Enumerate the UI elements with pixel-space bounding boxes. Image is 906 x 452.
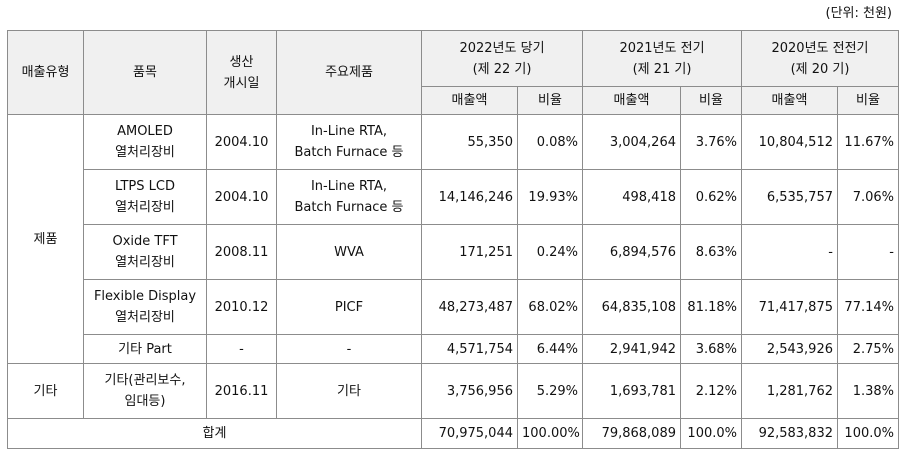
- row-sales-2022: 3,756,956: [421, 363, 518, 419]
- row-ratio-2020: -: [837, 224, 899, 280]
- row-sales-2020: 10,804,512: [741, 114, 838, 170]
- total-ratio-2022: 100.00%: [517, 418, 583, 449]
- row-ratio-2022: 0.08%: [517, 114, 583, 170]
- row-sales-2021: 3,004,264: [582, 114, 681, 170]
- total-sales-2022: 70,975,044: [421, 418, 518, 449]
- row-products: WVA: [276, 224, 422, 280]
- total-row: 합계 70,975,044 100.00% 79,868,089 100.0% …: [7, 418, 899, 449]
- row-ratio-2020: 11.67%: [837, 114, 899, 170]
- row-item: Flexible Display 열처리장비: [83, 279, 207, 335]
- row-sales-2022: 14,146,246: [421, 169, 518, 225]
- row-sales-2020: -: [741, 224, 838, 280]
- row-sales-2022: 48,273,487: [421, 279, 518, 335]
- row-sales-2021: 498,418: [582, 169, 681, 225]
- row-ratio-2021: 2.12%: [680, 363, 742, 419]
- row-sales-2021: 64,835,108: [582, 279, 681, 335]
- row-products: In-Line RTA, Batch Furnace 등: [276, 114, 422, 170]
- row-date: -: [206, 334, 277, 364]
- header-sales-2021: 매출액: [582, 86, 681, 115]
- header-sales-2020: 매출액: [741, 86, 838, 115]
- row-date: 2004.10: [206, 114, 277, 170]
- row-ratio-2021: 8.63%: [680, 224, 742, 280]
- header-2020: 2020년도 전전기 (제 20 기): [741, 30, 899, 87]
- header-sales-2022: 매출액: [421, 86, 518, 115]
- header-ratio-2022: 비율: [517, 86, 583, 115]
- row-sales-2021: 6,894,576: [582, 224, 681, 280]
- row-ratio-2020: 77.14%: [837, 279, 899, 335]
- table-row: LTPS LCD 열처리장비 2004.10 In-Line RTA, Batch …: [8, 169, 899, 225]
- row-item: AMOLED 열처리장비: [83, 114, 207, 170]
- row-date: 2008.11: [206, 224, 277, 280]
- row-sales-2020: 71,417,875: [741, 279, 838, 335]
- row-ratio-2021: 3.76%: [680, 114, 742, 170]
- row-sales-2020: 6,535,757: [741, 169, 838, 225]
- unit-note: (단위: 천원): [825, 6, 893, 21]
- row-ratio-2022: 0.24%: [517, 224, 583, 280]
- header-2022: 2022년도 당기 (제 22 기): [421, 30, 583, 87]
- header-ratio-2020: 비율: [837, 86, 899, 115]
- row-ratio-2021: 0.62%: [680, 169, 742, 225]
- group-products: 제품: [7, 114, 84, 364]
- row-products: PICF: [276, 279, 422, 335]
- header-products: 주요제품: [276, 30, 422, 115]
- row-ratio-2022: 6.44%: [517, 334, 583, 364]
- table-row: 기타 기타(관리보수, 임대등) 2016.11 기타 3,756,956 5.2…: [7, 363, 899, 419]
- header-2021: 2021년도 전기 (제 21 기): [582, 30, 742, 87]
- total-ratio-2020: 100.0%: [837, 418, 899, 449]
- row-products: In-Line RTA, Batch Furnace 등: [276, 169, 422, 225]
- row-ratio-2020: 7.06%: [837, 169, 899, 225]
- row-sales-2022: 4,571,754: [421, 334, 518, 364]
- row-item: LTPS LCD 열처리장비: [83, 169, 207, 225]
- header-launch-line1: 생산: [229, 54, 254, 70]
- header-2022-line2: (제 22 기): [472, 61, 532, 77]
- row-sales-2021: 2,941,942: [582, 334, 681, 364]
- row-item: 기타 Part: [83, 334, 207, 364]
- row-item: 기타(관리보수, 임대등): [83, 363, 207, 419]
- table-row: 기타 Part - - 4,571,754 6.44% 2,941,942 3.…: [8, 334, 899, 364]
- row-sales-2022: 171,251: [421, 224, 518, 280]
- row-date: 2010.12: [206, 279, 277, 335]
- total-ratio-2021: 100.0%: [680, 418, 742, 449]
- header-2022-line1: 2022년도 당기: [459, 40, 545, 56]
- row-date: 2016.11: [206, 363, 277, 419]
- row-sales-2020: 2,543,926: [741, 334, 838, 364]
- header-2020-line1: 2020년도 전전기: [771, 40, 869, 56]
- row-sales-2020: 1,281,762: [741, 363, 838, 419]
- table-row: Oxide TFT 열처리장비 2008.11 WVA 171,251 0.24%…: [8, 224, 899, 280]
- total-label: 합계: [7, 418, 422, 449]
- sales-table: 매출유형 품목 생산 개시일 주요제품 2022년도 당기 (제 22 기) 2…: [7, 30, 899, 449]
- group-other: 기타: [7, 363, 84, 419]
- row-ratio-2021: 3.68%: [680, 334, 742, 364]
- header-2021-line2: (제 21 기): [632, 61, 692, 77]
- row-date: 2004.10: [206, 169, 277, 225]
- total-sales-2021: 79,868,089: [582, 418, 681, 449]
- header-type: 매출유형: [7, 30, 84, 115]
- header-launch-date: 생산 개시일: [206, 30, 277, 115]
- header-item: 품목: [83, 30, 207, 115]
- row-products: -: [276, 334, 422, 364]
- header-launch-line2: 개시일: [223, 75, 260, 91]
- header-2021-line1: 2021년도 전기: [619, 40, 705, 56]
- row-ratio-2020: 1.38%: [837, 363, 899, 419]
- row-products: 기타: [276, 363, 422, 419]
- total-sales-2020: 92,583,832: [741, 418, 838, 449]
- row-ratio-2022: 5.29%: [517, 363, 583, 419]
- row-ratio-2021: 81.18%: [680, 279, 742, 335]
- row-sales-2022: 55,350: [421, 114, 518, 170]
- row-ratio-2022: 19.93%: [517, 169, 583, 225]
- header-2020-line2: (제 20 기): [790, 61, 850, 77]
- row-item: Oxide TFT 열처리장비: [83, 224, 207, 280]
- row-ratio-2022: 68.02%: [517, 279, 583, 335]
- header-ratio-2021: 비율: [680, 86, 742, 115]
- row-ratio-2020: 2.75%: [837, 334, 899, 364]
- row-sales-2021: 1,693,781: [582, 363, 681, 419]
- table-row: Flexible Display 열처리장비 2010.12 PICF 48,27…: [8, 279, 899, 335]
- table-row: 제품 AMOLED 열처리장비 2004.10 In-Line RTA, Batch…: [7, 114, 899, 364]
